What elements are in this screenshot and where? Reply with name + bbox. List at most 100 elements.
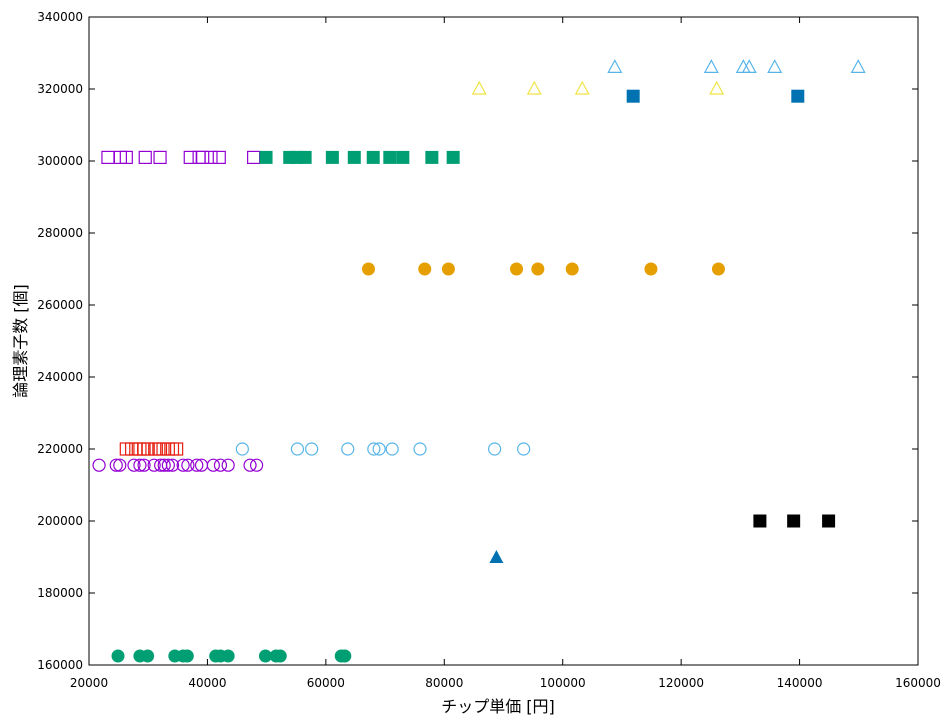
data-point xyxy=(111,649,125,663)
data-point xyxy=(235,442,249,456)
data-point xyxy=(526,80,542,95)
data-point xyxy=(212,150,226,164)
data-point xyxy=(196,150,210,164)
data-point xyxy=(176,458,190,472)
data-point xyxy=(366,150,380,164)
data-point xyxy=(626,89,640,103)
data-point xyxy=(488,442,502,456)
data-point xyxy=(531,262,545,276)
data-point xyxy=(341,442,355,456)
data-point xyxy=(822,514,836,528)
data-point xyxy=(361,262,375,276)
data-point xyxy=(92,458,106,472)
data-point xyxy=(190,458,204,472)
data-point xyxy=(192,150,206,164)
data-point xyxy=(119,150,133,164)
data-point xyxy=(446,150,460,164)
y-tick-label: 180000 xyxy=(37,586,83,600)
data-point xyxy=(180,649,194,663)
data-point xyxy=(213,458,228,472)
x-tick-label: 20000 xyxy=(70,676,108,690)
data-point xyxy=(413,442,427,456)
data-point xyxy=(425,150,439,164)
data-point xyxy=(258,649,272,663)
data-point xyxy=(221,458,235,472)
data-point xyxy=(383,150,397,164)
y-tick-label: 260000 xyxy=(37,298,83,312)
data-point xyxy=(221,649,235,663)
data-point xyxy=(791,89,805,103)
y-tick-label: 200000 xyxy=(37,514,83,528)
data-point xyxy=(170,442,184,456)
data-point xyxy=(138,150,152,164)
data-point xyxy=(290,442,305,456)
data-point xyxy=(367,442,381,456)
data-point xyxy=(125,442,139,456)
data-point xyxy=(259,150,273,164)
x-tick-label: 100000 xyxy=(540,676,586,690)
data-point xyxy=(338,649,352,663)
data-point xyxy=(165,442,180,456)
x-tick-label: 80000 xyxy=(425,676,463,690)
data-point xyxy=(711,262,725,276)
x-tick-label: 160000 xyxy=(895,676,941,690)
data-point xyxy=(129,442,143,456)
data-point xyxy=(703,59,719,74)
data-point xyxy=(325,150,339,164)
x-tick-label: 120000 xyxy=(658,676,704,690)
data-point xyxy=(753,514,767,528)
data-point xyxy=(181,458,195,472)
data-point xyxy=(133,458,147,472)
data-point xyxy=(147,458,161,472)
x-tick-label: 60000 xyxy=(307,676,345,690)
data-point xyxy=(161,442,175,456)
data-point xyxy=(510,262,524,276)
y-tick-label: 320000 xyxy=(37,82,83,96)
data-point xyxy=(247,150,261,164)
y-tick-label: 280000 xyxy=(37,226,83,240)
data-point xyxy=(517,442,531,456)
y-tick-label: 240000 xyxy=(37,370,83,384)
data-point xyxy=(565,262,579,276)
data-point xyxy=(113,458,127,472)
y-tick-label: 220000 xyxy=(37,442,83,456)
data-point xyxy=(157,458,171,472)
data-point xyxy=(347,150,361,164)
data-point xyxy=(165,458,180,472)
y-axis-label: 論理素子数 [個] xyxy=(11,284,30,398)
data-point xyxy=(305,442,319,456)
data-point xyxy=(298,150,312,164)
data-point xyxy=(396,150,410,164)
data-point xyxy=(418,262,432,276)
data-point xyxy=(153,150,167,164)
data-point xyxy=(183,150,197,164)
data-point xyxy=(709,80,725,95)
data-point xyxy=(607,59,623,74)
axis-ticks: 20000 40000 60000 80000 100000 120000 140000 16… xyxy=(37,10,941,690)
data-point xyxy=(206,458,220,472)
data-point xyxy=(119,442,133,456)
data-point xyxy=(574,80,590,95)
data-points xyxy=(92,59,866,663)
data-point xyxy=(372,442,386,456)
data-point xyxy=(101,150,115,164)
data-point xyxy=(161,458,175,472)
y-tick-label: 340000 xyxy=(37,10,83,24)
data-point xyxy=(489,550,504,563)
data-point xyxy=(471,80,487,95)
y-tick-label: 160000 xyxy=(37,658,83,672)
data-point xyxy=(273,649,287,663)
data-point xyxy=(204,150,218,164)
data-point xyxy=(133,442,147,456)
y-tick-label: 300000 xyxy=(37,154,83,168)
data-point xyxy=(850,59,866,74)
data-point xyxy=(137,458,151,472)
x-axis-label: チップ単価 [円] xyxy=(441,697,555,716)
data-point xyxy=(141,649,155,663)
data-point xyxy=(109,458,123,472)
plot-frame xyxy=(88,16,919,666)
data-point xyxy=(156,442,170,456)
data-point xyxy=(243,458,257,472)
data-point xyxy=(741,59,757,74)
